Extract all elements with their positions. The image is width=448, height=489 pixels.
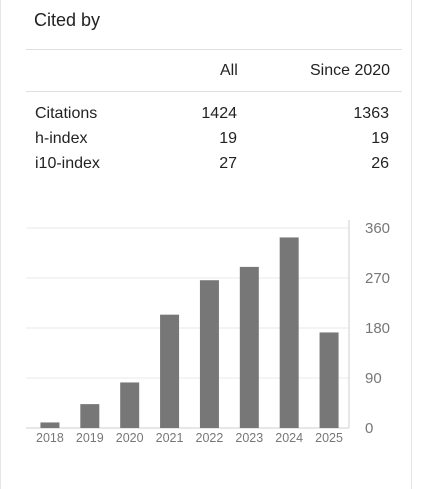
row-label-citations: Citations — [35, 105, 98, 122]
cited-by-panel: Cited by All Since 2020 Citations 1424 1… — [0, 0, 412, 489]
i10-index-all: 27 — [219, 155, 237, 172]
panel-title: Cited by — [34, 10, 101, 30]
column-header-since: Since 2020 — [310, 62, 391, 79]
x-tick-label: 2022 — [196, 431, 224, 445]
x-tick-label: 2024 — [275, 431, 303, 445]
h-index-since: 19 — [371, 130, 389, 147]
bar-2021[interactable] — [160, 314, 180, 428]
y-tick-label: 90 — [365, 370, 382, 387]
citations-since: 1363 — [353, 105, 389, 122]
column-header-all: All — [220, 62, 238, 79]
x-tick-label: 2023 — [235, 431, 263, 445]
i10-index-since: 26 — [371, 155, 389, 172]
y-tick-label: 180 — [365, 320, 390, 337]
x-tick-label: 2020 — [116, 431, 144, 445]
bar-2023[interactable] — [239, 266, 259, 428]
x-tick-label: 2019 — [76, 431, 104, 445]
citations-all: 1424 — [201, 105, 237, 122]
divider-top — [26, 49, 402, 50]
y-tick-label: 270 — [365, 270, 390, 287]
y-tick-label: 0 — [365, 420, 373, 437]
row-label-i10-index: i10-index — [35, 155, 100, 172]
row-label-h-index: h-index — [35, 130, 88, 147]
x-tick-label: 2025 — [315, 431, 343, 445]
bar-2024[interactable] — [279, 237, 299, 428]
citations-per-year-chart: 360 270 180 90 0 2018 2019 2020 2021 2022 2023 2024… — [26, 220, 390, 445]
x-tick-label: 2021 — [156, 431, 184, 445]
divider-header — [26, 91, 402, 92]
bar-2019[interactable] — [80, 404, 100, 428]
h-index-all: 19 — [219, 130, 237, 147]
bar-2025[interactable] — [319, 332, 339, 428]
x-tick-label: 2018 — [36, 431, 64, 445]
bar-2020[interactable] — [120, 382, 140, 428]
bar-2022[interactable] — [199, 280, 219, 428]
bar-2018[interactable] — [40, 422, 60, 428]
y-tick-label: 360 — [365, 220, 390, 237]
